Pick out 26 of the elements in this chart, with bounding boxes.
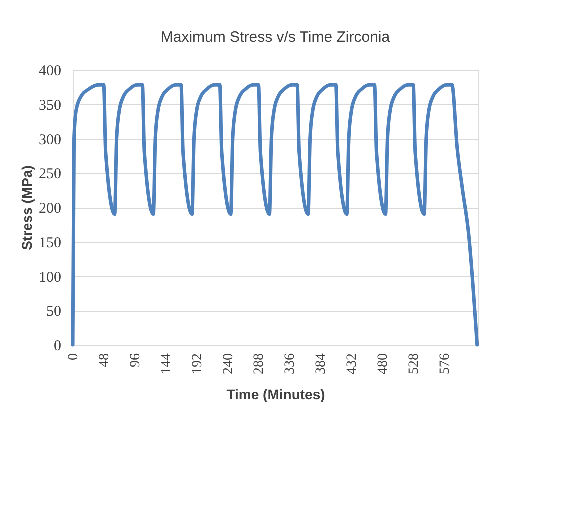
- x-tick-label: 0: [66, 354, 82, 360]
- x-tick-label: 384: [314, 354, 330, 374]
- x-tick-label: 528: [407, 354, 422, 374]
- x-tick-label: 288: [252, 354, 268, 374]
- x-tick-label: 432: [345, 354, 360, 374]
- y-tick-label: 150: [39, 235, 62, 252]
- y-axis-title: Stress (MPa): [19, 166, 35, 250]
- y-tick-label: 350: [39, 98, 62, 114]
- x-tick-label: 240: [221, 354, 236, 374]
- line-series: [71, 83, 480, 347]
- y-tick-label: 250: [39, 166, 62, 183]
- x-tick-label: 96: [128, 354, 144, 368]
- x-tick-label: 336: [283, 354, 298, 374]
- y-tick-label: 400: [39, 64, 62, 80]
- x-tick-label: 192: [190, 354, 206, 374]
- y-tick-label: 50: [46, 304, 62, 320]
- x-tick-label: 576: [438, 354, 453, 374]
- y-tick-label: 100: [39, 270, 62, 286]
- x-tick-label: 48: [97, 354, 112, 368]
- y-tick-label: 300: [39, 132, 62, 148]
- chart-title: Maximum Stress v/s Time Zirconia: [160, 29, 391, 46]
- x-tick-label: 144: [159, 354, 174, 374]
- y-tick-label: 200: [39, 201, 62, 217]
- x-tick-label: 480: [376, 354, 392, 374]
- x-axis-title: Time (Minutes): [226, 386, 326, 402]
- y-tick-label: 0: [54, 338, 62, 354]
